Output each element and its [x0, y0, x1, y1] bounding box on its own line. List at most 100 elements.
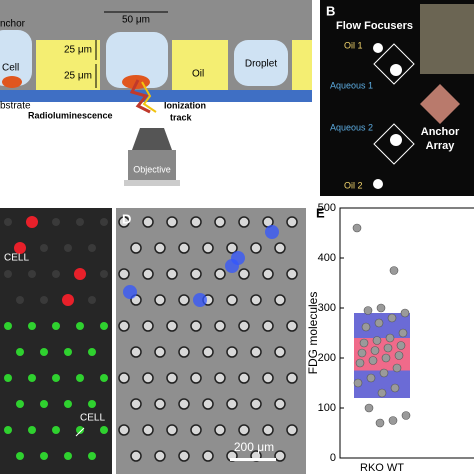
droplet-fluorescence [28, 270, 36, 278]
trap [142, 216, 154, 228]
trap [262, 424, 274, 436]
y-tick-label: 100 [318, 402, 336, 414]
trap [154, 450, 166, 462]
droplet-fluorescence [40, 400, 48, 408]
droplet-fluorescence [76, 218, 84, 226]
droplet-fluorescence [16, 296, 24, 304]
droplet-fluorescence [100, 270, 108, 278]
droplet-fluorescence [88, 452, 96, 460]
data-point [366, 373, 376, 383]
label: 25 μm [64, 71, 92, 82]
trap [286, 424, 298, 436]
trap [142, 424, 154, 436]
y-tick-label: 300 [318, 302, 336, 314]
label: bstrate [0, 101, 31, 112]
panel-letter: D [122, 211, 131, 226]
label: Objective [133, 164, 171, 174]
trap [130, 346, 142, 358]
ionization-track [141, 81, 157, 113]
trap [274, 294, 286, 306]
droplet-fluorescence [76, 322, 84, 330]
droplet-fluorescence [16, 452, 24, 460]
trap [130, 450, 142, 462]
panel-c [0, 208, 112, 474]
data-point [359, 338, 369, 348]
trap [250, 242, 262, 254]
data-point [387, 313, 397, 323]
data-point [374, 318, 384, 328]
trap [166, 372, 178, 384]
trap [178, 294, 190, 306]
plot-frame [339, 207, 474, 459]
substrate [0, 90, 312, 102]
data-point [398, 328, 408, 338]
trap [202, 450, 214, 462]
trap [118, 216, 130, 228]
data-point [389, 266, 399, 275]
trap [166, 268, 178, 280]
droplet-fluorescence [100, 426, 108, 434]
droplet-fluorescence [76, 374, 84, 382]
droplet-fluorescence [4, 218, 12, 226]
droplet-fluorescence [100, 374, 108, 382]
droplet-fluorescence [26, 216, 38, 228]
trap [130, 398, 142, 410]
droplet-fluorescence [16, 400, 24, 408]
droplet-fluorescence [4, 426, 12, 434]
trap [118, 268, 130, 280]
trap [238, 372, 250, 384]
droplet-fluorescence [88, 348, 96, 356]
port [373, 179, 383, 189]
trap [202, 346, 214, 358]
droplet-fluorescence [14, 242, 26, 254]
trap [238, 424, 250, 436]
panel-d [116, 208, 306, 474]
label: 25 μm [64, 45, 92, 56]
data-point [392, 363, 402, 373]
trap [178, 346, 190, 358]
trap [190, 268, 202, 280]
trap [238, 268, 250, 280]
y-axis-label: FDG molecules [306, 292, 320, 375]
trap [262, 320, 274, 332]
device-photo [420, 4, 474, 74]
y-tick-label: 500 [318, 202, 336, 214]
droplet-fluorescence [52, 270, 60, 278]
trap [238, 216, 250, 228]
data-point [400, 308, 410, 318]
droplet-fluorescence [28, 322, 36, 330]
droplet-fluorescence [52, 218, 60, 226]
label: Oil [192, 69, 204, 80]
droplet-fluorescence [74, 268, 86, 280]
droplet-fluorescence [40, 348, 48, 356]
droplet-fluorescence [88, 244, 96, 252]
data-point [394, 351, 404, 360]
trap [214, 320, 226, 332]
droplet-fluorescence [52, 322, 60, 330]
panel-letter: B [326, 3, 335, 18]
objective-base [124, 180, 180, 186]
anchor-array [420, 84, 460, 124]
droplet [234, 40, 288, 86]
trap [190, 372, 202, 384]
trap [190, 320, 202, 332]
trap [118, 424, 130, 436]
trap [118, 372, 130, 384]
trap [154, 242, 166, 254]
droplet-fluorescence [16, 348, 24, 356]
data-point [368, 356, 378, 365]
port [373, 43, 383, 53]
droplet-fluorescence [40, 244, 48, 252]
data-point [401, 411, 411, 420]
label: Aqueous 1 [330, 80, 373, 90]
data-point [363, 306, 373, 315]
label: Droplet [245, 59, 277, 70]
data-point [375, 418, 385, 428]
label: Flow Focusers [336, 20, 413, 32]
y-tick-label: 200 [318, 352, 336, 364]
trap [214, 424, 226, 436]
label: CELL [4, 253, 29, 264]
data-point [361, 322, 371, 332]
panel-a: 50 μm 25 μm 25 μm nchor Cell Oil Droplet… [0, 0, 312, 186]
droplet-fluorescence [64, 400, 72, 408]
